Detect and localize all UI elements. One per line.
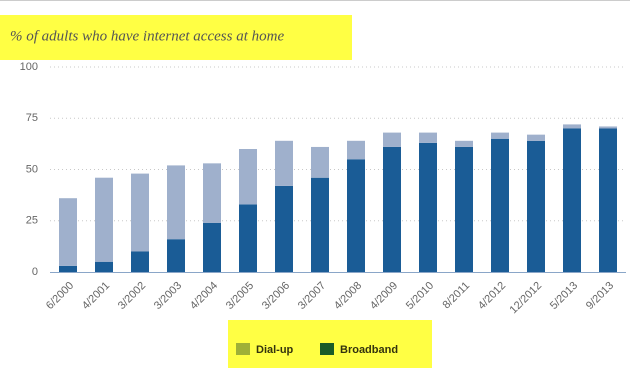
x-tick-label: 4/2001 <box>80 280 112 312</box>
bar-segment <box>491 138 509 272</box>
x-tick-label: 3/2003 <box>152 280 184 312</box>
x-tick-label: 9/2013 <box>584 280 616 312</box>
x-tick-label: 3/2007 <box>296 280 328 312</box>
bar-segment <box>95 177 113 262</box>
title-highlight <box>0 15 352 60</box>
bar-segment <box>131 173 149 252</box>
bar-segment <box>239 204 257 272</box>
y-tick-label: 0 <box>32 266 38 278</box>
x-tick-label: 8/2011 <box>440 280 472 312</box>
plot: 0 25 50 75 100 6/2000 4/2001 3/2002 3/2003 4/2004… <box>20 61 626 316</box>
x-tick-label: 4/2004 <box>188 280 220 312</box>
bar-segment <box>167 239 185 272</box>
bar-segment <box>95 261 113 272</box>
x-tick-label: 4/2008 <box>332 280 364 312</box>
bar-segment <box>599 126 617 129</box>
x-tick-label: 6/2000 <box>44 280 76 312</box>
x-tick-label: 12/2012 <box>508 280 545 317</box>
x-tick-label: 4/2009 <box>368 280 400 312</box>
bar-segment <box>203 222 221 272</box>
bar-segment <box>563 128 581 272</box>
x-tick-label: 3/2002 <box>116 280 148 312</box>
bar-segment <box>239 149 257 205</box>
bar-segment <box>383 146 401 272</box>
bar-segment <box>527 134 545 141</box>
x-tick-label: 3/2006 <box>260 280 292 312</box>
bar-segment <box>275 185 293 272</box>
bar-segment <box>59 198 77 266</box>
bar-segment <box>167 165 185 240</box>
bar-segment <box>311 177 329 272</box>
y-tick-label: 100 <box>20 61 38 73</box>
bar-segment <box>563 124 581 129</box>
bar-segment <box>491 132 509 139</box>
legend: Dial-upBroadband <box>228 320 432 368</box>
x-tick-label: 5/2010 <box>404 280 436 312</box>
bar-segment <box>455 140 473 147</box>
chart-title: % of adults who have internet access at … <box>10 28 284 44</box>
bar-segment <box>419 142 437 272</box>
y-tick-label: 75 <box>26 112 38 124</box>
bar-segment <box>419 132 437 143</box>
y-tick-label: 25 <box>26 215 38 227</box>
bar-segment <box>599 128 617 272</box>
bar-segment <box>275 140 293 186</box>
x-tick-label: 3/2005 <box>224 280 256 312</box>
bar-segment <box>347 159 365 272</box>
bar-segment <box>455 146 473 272</box>
y-tick-label: 50 <box>26 163 38 175</box>
bar-segment <box>203 163 221 223</box>
legend-highlight <box>228 320 432 368</box>
bar-segment <box>383 132 401 147</box>
bar-segment <box>131 251 149 272</box>
x-tick-label: 5/2013 <box>548 280 580 312</box>
bar-segment <box>347 140 365 160</box>
bar-segment <box>527 140 545 272</box>
bar-segment <box>59 265 77 272</box>
bar-segment <box>311 146 329 178</box>
x-tick-label: 4/2012 <box>476 280 508 312</box>
